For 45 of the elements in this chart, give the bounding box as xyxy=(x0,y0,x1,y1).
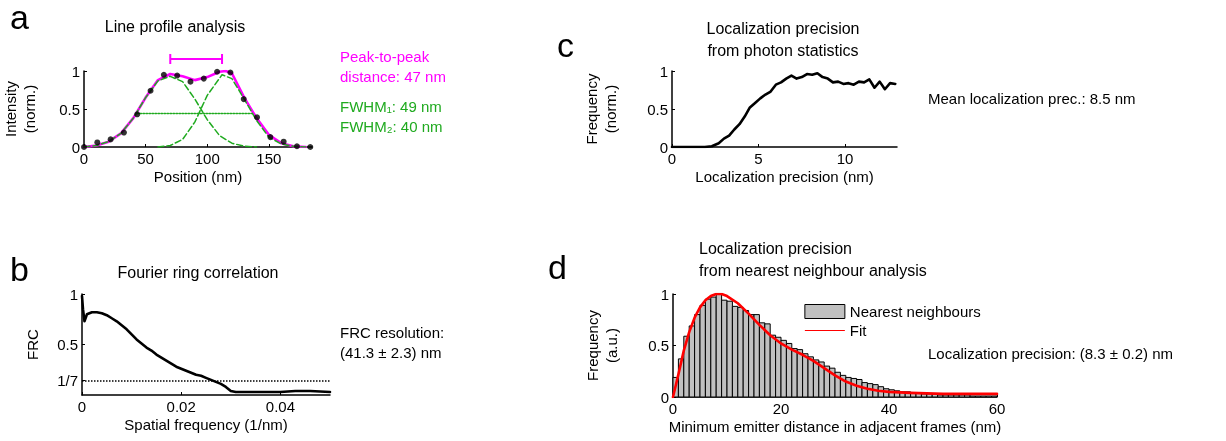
text: Mean localization prec.: 8.5 nm xyxy=(928,89,1136,107)
chart-title: Line profile analysis xyxy=(104,17,246,35)
x-tick-label: 0.02 xyxy=(166,398,196,415)
text: Peak-to-peak distance: 47 nm xyxy=(340,47,446,85)
y-tick-label: 1 xyxy=(660,285,669,303)
x-axis-title: Localization precision (nm) xyxy=(695,168,874,185)
y-tick-label: 0 xyxy=(659,138,668,156)
annotation: Localization precision: (8.3 ± 0.2) nm xyxy=(928,344,1174,362)
y-tick-label: 1 xyxy=(71,62,80,80)
chart-title: Localization precision from photon statistics xyxy=(706,19,860,59)
text: d xyxy=(548,248,567,286)
x-tick-label: 10 xyxy=(836,150,854,167)
text: c xyxy=(557,26,574,64)
y-tick-label: 0.5 xyxy=(648,337,669,354)
x-tick-label: 0.04 xyxy=(265,398,295,415)
y-tick-label: 0.5 xyxy=(57,336,78,353)
x-tick-label: 60 xyxy=(988,400,1006,417)
y-tick-label: 0.5 xyxy=(647,100,668,118)
chart-title: Fourier ring correlation xyxy=(117,263,279,281)
legend-label: Nearest neighbours xyxy=(849,303,981,320)
y-tick-label: 1 xyxy=(69,285,78,303)
text: FRC resolution: (41.3 ± 2.3) nm xyxy=(340,323,445,361)
x-tick-label: 100 xyxy=(194,150,220,167)
y-tick-label: 0.5 xyxy=(59,100,80,118)
text: FWHM₂: 40 nm xyxy=(340,117,443,135)
y-tick-label: 1/7 xyxy=(57,372,78,390)
y-axis-title: FRC xyxy=(24,328,41,360)
text: FWHM₁: 49 nm xyxy=(340,97,442,115)
y-tick-label: 0 xyxy=(71,138,80,156)
y-tick-label: 1 xyxy=(659,62,668,80)
x-tick-label: 50 xyxy=(137,150,154,167)
x-axis-title: Position (nm) xyxy=(153,168,243,185)
x-tick-label: 40 xyxy=(880,400,898,417)
text: b xyxy=(10,250,29,288)
text: a xyxy=(10,0,29,36)
x-axis-title: Minimum emitter distance in adjacent frames (nm) xyxy=(668,418,1002,435)
chart-title: Localization precision from nearest neighbour analysis xyxy=(699,239,927,279)
y-axis-title: Frequency (norm.) xyxy=(583,73,619,145)
x-axis-title: Spatial frequency (1/nm) xyxy=(124,416,288,433)
x-tick-label: 150 xyxy=(256,150,282,167)
y-axis-title: Frequency (a.u.) xyxy=(584,309,620,381)
x-tick-label: 5 xyxy=(754,150,763,167)
y-axis-title: Intensity (norm.) xyxy=(2,80,38,137)
legend-label: Fit xyxy=(849,322,868,339)
x-tick-label: 20 xyxy=(772,400,790,417)
